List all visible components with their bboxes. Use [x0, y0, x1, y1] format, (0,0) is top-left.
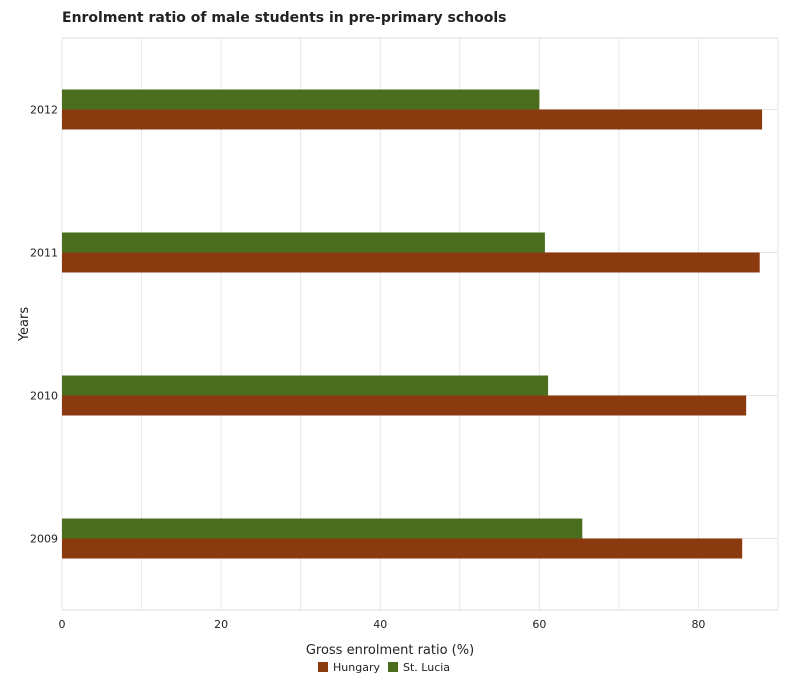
bar-st-lucia-2009 — [62, 518, 583, 539]
legend-label: St. Lucia — [403, 661, 450, 674]
bar-st-lucia-2011 — [62, 232, 545, 253]
legend-label: Hungary — [333, 661, 380, 674]
legend: Hungary St. Lucia — [318, 661, 450, 674]
legend-swatch — [318, 662, 328, 672]
y-tick-label: 2011 — [30, 247, 58, 260]
bar-hungary-2010 — [62, 395, 747, 416]
x-tick-label: 20 — [214, 618, 228, 631]
grid — [61, 37, 779, 611]
legend-swatch — [388, 662, 398, 672]
bar-hungary-2011 — [62, 252, 760, 273]
x-ticks: 0 20 40 60 80 — [59, 618, 706, 631]
x-tick-label: 0 — [59, 618, 66, 631]
y-ticks: 2009 2010 2011 2012 — [30, 104, 58, 546]
x-tick-label: 40 — [373, 618, 387, 631]
bars — [62, 89, 763, 559]
y-axis-label: Years — [17, 307, 32, 343]
y-tick-label: 2009 — [30, 533, 58, 546]
y-tick-label: 2010 — [30, 390, 58, 403]
chart-title: Enrolment ratio of male students in pre-… — [62, 10, 507, 26]
bar-hungary-2012 — [62, 109, 763, 130]
x-axis-label: Gross enrolment ratio (%) — [306, 643, 474, 658]
bar-hungary-2009 — [62, 538, 743, 559]
y-tick-label: 2012 — [30, 104, 58, 117]
bar-st-lucia-2012 — [62, 89, 540, 110]
bar-st-lucia-2010 — [62, 375, 549, 396]
x-tick-label: 60 — [532, 618, 546, 631]
x-tick-label: 80 — [691, 618, 705, 631]
